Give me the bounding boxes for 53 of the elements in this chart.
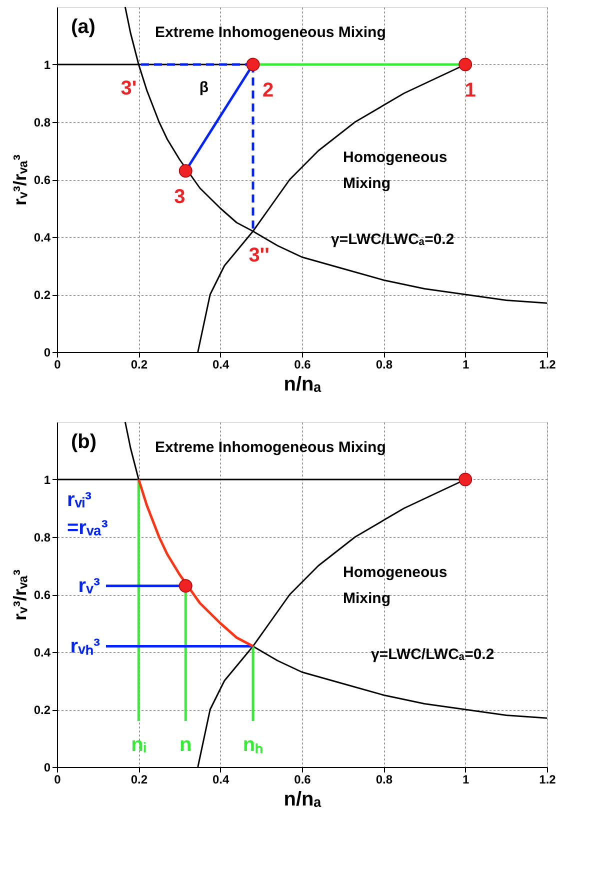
x-tick-label: 1.2 [539, 358, 556, 372]
x-tick-label: 0.8 [376, 772, 393, 786]
y-tick-label: 1 [44, 473, 51, 487]
y-tick-label: 0.6 [34, 173, 51, 187]
annotation: β [199, 79, 209, 96]
annotation: 3 [174, 186, 186, 208]
annotation: rᵥᵢ³ [67, 489, 92, 511]
x-tick-label: 0.2 [130, 772, 148, 786]
x-axis-title: n/nₐ [284, 374, 322, 396]
annotation: γ=LWC/LWCₐ=0.2 [331, 231, 454, 248]
y-tick-label: 0.4 [34, 230, 51, 244]
x-tick-label: 0 [54, 358, 62, 372]
x-tick-label: 1 [462, 358, 470, 372]
x-tick-label: 0.4 [212, 358, 230, 372]
annotation: γ=LWC/LWCₐ=0.2 [371, 646, 494, 663]
chart-title: (a) [71, 16, 96, 38]
x-tick-label: 0.2 [130, 358, 148, 372]
y-tick-label: 0.8 [34, 530, 51, 544]
annotation: Mixing [343, 590, 390, 607]
annotation: Extreme Inhomogeneous Mixing [155, 439, 386, 456]
x-tick-label: 0 [54, 772, 62, 786]
annotation: nₕ [242, 734, 264, 756]
y-tick-label: 0 [44, 346, 51, 360]
y-tick-label: 0.2 [34, 288, 51, 302]
y-tick-label: 1 [44, 58, 51, 72]
annotation: Mixing [343, 175, 390, 192]
x-tick-label: 0.6 [294, 772, 312, 786]
x-tick-label: 1 [462, 772, 470, 786]
x-tick-label: 0.4 [212, 772, 230, 786]
annotation: nᵢ [131, 734, 146, 756]
annotation: =rᵥₐ³ [67, 517, 108, 539]
annotation: rᵥ³ [78, 574, 100, 597]
chart-title: (b) [71, 431, 97, 453]
y-tick-label: 0.2 [34, 703, 51, 717]
annotation: 3'' [248, 244, 270, 266]
annotation: 3' [120, 78, 137, 100]
y-tick-label: 0.6 [34, 588, 51, 602]
x-tick-label: 1.2 [539, 772, 556, 786]
annotation: rᵥₕ³ [70, 635, 100, 658]
y-tick-label: 0.4 [34, 646, 51, 660]
annotation: 1 [464, 80, 476, 102]
annotation: 2 [262, 80, 274, 102]
y-axis-title: rᵥ³/rᵥₐ³ [10, 154, 30, 206]
annotation: Homogeneous [343, 149, 448, 166]
annotation: n [180, 734, 192, 756]
y-tick-label: 0 [44, 760, 51, 774]
annotation: Homogeneous [343, 564, 448, 581]
annotation: Extreme Inhomogeneous Mixing [155, 24, 386, 41]
y-tick-label: 0.8 [34, 116, 51, 130]
x-tick-label: 0.8 [376, 358, 393, 372]
x-tick-label: 0.6 [294, 358, 312, 372]
x-axis-title: n/nₐ [284, 788, 322, 810]
y-axis-title: rᵥ³/rᵥₐ³ [10, 570, 30, 620]
